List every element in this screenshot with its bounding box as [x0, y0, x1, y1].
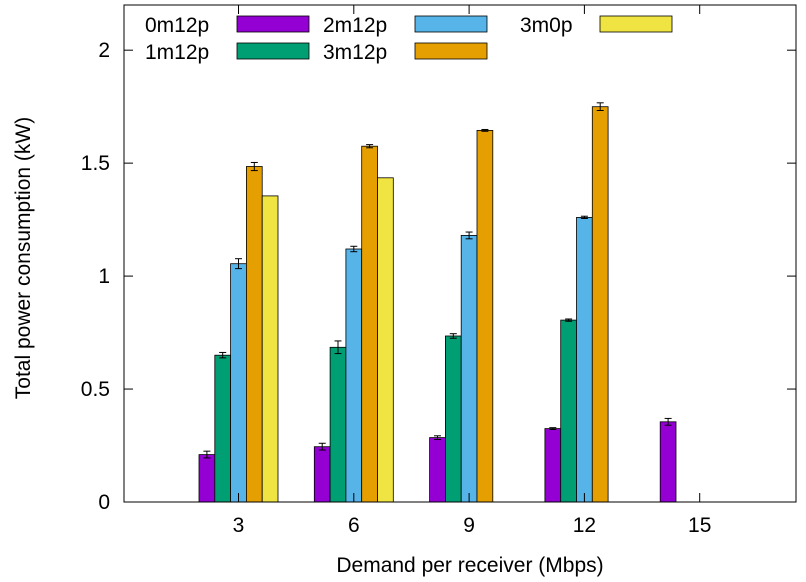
- x-tick-label: 3: [233, 514, 245, 537]
- x-tick-label: 15: [688, 514, 711, 537]
- bar-1m12p-6: [329, 346, 347, 503]
- bar-3m12p-12: [591, 106, 609, 503]
- legend-swatch-1m12p: [236, 42, 310, 60]
- bar-3m0p-6: [377, 177, 394, 503]
- legend-swatch-2m12p: [414, 15, 488, 33]
- y-tick-label: 1.5: [81, 152, 110, 175]
- y-tick-label: 1: [98, 265, 110, 288]
- bar-2m12p-6: [345, 248, 363, 503]
- legend-label-2m12p: 2m12p: [323, 14, 387, 37]
- bar-1m12p-12: [560, 319, 577, 503]
- bar-2m12p-12: [576, 216, 593, 503]
- legend-label-0m12p: 0m12p: [145, 14, 209, 37]
- bar-3m0p-3: [261, 195, 279, 503]
- bar-0m12p-3: [198, 454, 216, 503]
- bars-layer: [198, 102, 677, 503]
- legend-label-3m0p: 3m0p: [520, 14, 573, 37]
- bar-1m12p-3: [214, 354, 232, 503]
- bar-0m12p-15: [659, 421, 677, 503]
- bar-0m12p-12: [544, 428, 562, 503]
- bar-2m12p-9: [460, 234, 478, 503]
- bar-3m12p-6: [361, 145, 378, 503]
- plot-frame: [123, 4, 797, 503]
- legend: 0m12p 1m12p 2m12p 3m12p 3m0p: [145, 14, 673, 64]
- legend-label-1m12p: 1m12p: [145, 41, 209, 64]
- legend-label-3m12p: 3m12p: [323, 41, 387, 64]
- bar-0m12p-6: [313, 446, 331, 503]
- bar-2m12p-3: [230, 263, 247, 503]
- y-tick-label: 0.5: [81, 378, 110, 401]
- axis-layer: 0 0.5 1 1.5 2 3 6 9 12 15: [81, 4, 797, 537]
- legend-swatch-0m12p: [236, 15, 310, 33]
- bar-1m12p-9: [444, 335, 462, 503]
- legend-swatch-3m0p: [599, 15, 673, 33]
- x-tick-label: 9: [463, 514, 475, 537]
- bar-3m12p-9: [476, 129, 494, 503]
- y-tick-label: 2: [98, 39, 110, 62]
- bar-3m12p-3: [245, 166, 263, 503]
- y-tick-label: 0: [98, 491, 110, 514]
- x-tick-label: 12: [573, 514, 596, 537]
- legend-swatch-3m12p: [414, 42, 488, 60]
- x-tick-label: 6: [348, 514, 360, 537]
- y-axis-title: Total power consumption (kW): [12, 117, 35, 399]
- x-axis-title: Demand per receiver (Mbps): [336, 554, 603, 577]
- bar-0m12p-9: [429, 437, 446, 503]
